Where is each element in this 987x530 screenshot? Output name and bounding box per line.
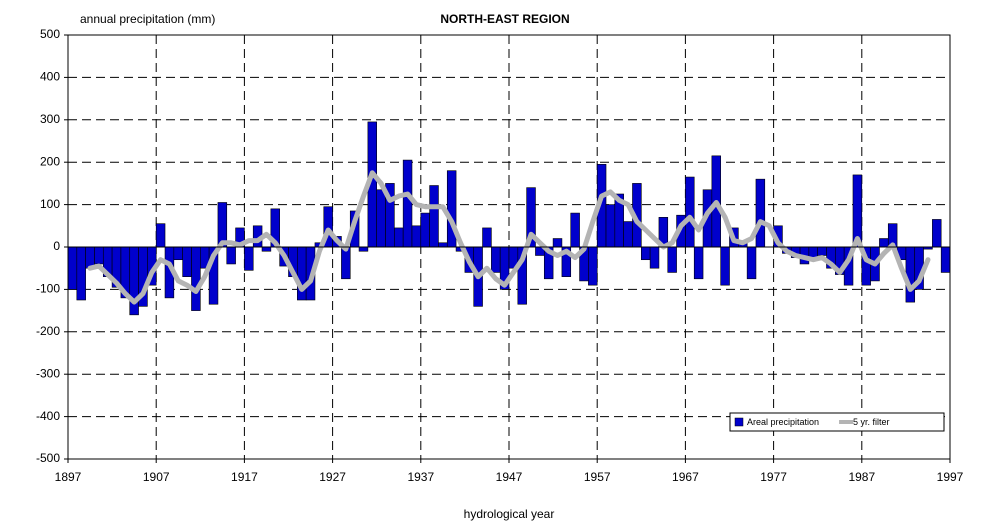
bar [491,246,501,273]
bar [482,227,492,248]
bar [244,246,254,271]
bar [155,223,166,248]
y-tick-label: -100 [36,282,60,296]
bar [905,246,916,303]
legend-label: 5 yr. filter [853,417,890,427]
bar [570,212,580,248]
bar [755,178,766,248]
x-tick-label: 1957 [584,470,611,484]
bar [411,225,422,248]
legend-label: Areal precipitation [747,417,819,427]
bar [588,246,598,286]
bar [685,176,695,248]
x-tick-label: 1977 [760,470,787,484]
bar [173,246,183,261]
bar [358,246,369,252]
y-tick-label: 500 [40,27,60,41]
bar [667,246,677,273]
bar [438,242,448,248]
legend-box [729,412,945,432]
bar [605,204,616,248]
x-tick-label: 1997 [937,470,964,484]
bar [341,246,351,280]
bar [879,238,889,248]
y-tick-label: 0 [53,239,60,253]
bar [94,246,104,265]
y-tick-label: 400 [40,70,60,84]
x-tick-label: 1947 [496,470,523,484]
bar [402,159,413,248]
y-tick-label: 200 [40,154,60,168]
plot-border [67,34,951,460]
bar [129,246,139,316]
bar [261,246,272,252]
bar [649,246,660,269]
bar [746,246,757,280]
y-axis-label: annual precipitation (mm) [80,12,215,26]
legend-swatch [734,417,744,427]
x-tick-label: 1907 [143,470,170,484]
y-tick-label: -200 [36,324,60,338]
y-tick-label: -400 [36,409,60,423]
bar [940,246,951,273]
x-tick-label: 1987 [848,470,875,484]
bar [376,189,386,248]
legend: Areal precipitation 5 yr. filter [729,412,945,432]
bar [552,238,563,248]
bar [191,246,201,311]
bar [394,227,404,248]
bar [932,219,942,248]
bar [429,185,439,248]
bar [623,221,633,248]
bar [182,246,192,277]
bar [720,246,730,286]
filter-line [87,170,931,305]
x-tick-label: 1967 [672,470,699,484]
bar [420,212,430,248]
x-tick-label: 1897 [55,470,82,484]
x-axis-label: hydrological year [464,507,555,521]
bar [67,246,78,290]
y-tick-label: -300 [36,366,60,380]
bar [446,170,457,248]
bar [817,246,827,256]
bar [693,246,704,280]
bar [226,246,236,265]
x-tick-label: 1937 [407,470,434,484]
chart-title: NORTH-EAST REGION [440,12,569,26]
bar [76,246,86,301]
y-tick-label: 100 [40,197,60,211]
x-tick-label: 1927 [319,470,346,484]
y-tick-label: 300 [40,112,60,126]
bar [640,246,651,261]
y-tick-label: -500 [36,451,60,465]
x-tick-label: 1917 [231,470,258,484]
bar [297,246,307,301]
